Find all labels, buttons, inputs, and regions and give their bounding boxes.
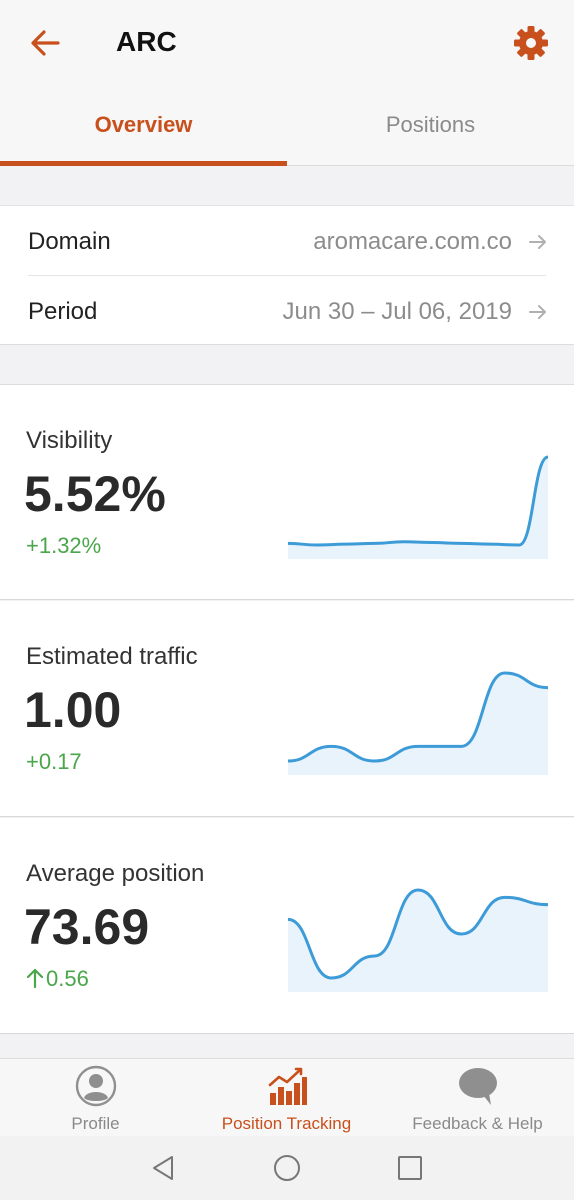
sparkline-line [288, 455, 548, 547]
gear-icon[interactable] [510, 22, 552, 64]
project-info-card: Domain aromacare.com.co Period Jun 30 – … [0, 205, 574, 345]
nav-label: Position Tracking [221, 1114, 352, 1133]
metric-change-value: 0.56 [46, 966, 89, 991]
metric-label: Average position [26, 860, 205, 887]
domain-row[interactable]: Domain aromacare.com.co [0, 206, 574, 276]
arrow-right-icon [529, 305, 546, 319]
metric-label: Estimated traffic [26, 643, 198, 670]
home-circle-icon[interactable] [273, 1154, 301, 1182]
tab-positions[interactable]: Positions [385, 112, 476, 137]
arrow-right-icon [529, 235, 546, 249]
sparkline-area [288, 890, 548, 992]
chart-bars-icon [268, 1067, 307, 1105]
period-label: Period [28, 298, 98, 325]
profile-icon [75, 1065, 116, 1107]
position-sparkline [288, 888, 548, 992]
arrow-up-icon [26, 968, 44, 989]
metric-value: 5.52% [24, 466, 166, 522]
period-row[interactable]: Period Jun 30 – Jul 06, 2019 [0, 276, 574, 346]
divider [28, 275, 546, 276]
bottom-navigation: Profile Position Tracking Feedback & Hel… [0, 1058, 574, 1136]
domain-value: aromacare.com.co [313, 228, 512, 255]
metric-change: +1.32% [26, 533, 101, 559]
metric-label: Visibility [26, 427, 113, 454]
back-triangle-icon[interactable] [150, 1154, 178, 1182]
metric-change: 0.56 [26, 966, 89, 992]
recents-square-icon[interactable] [396, 1154, 424, 1182]
nav-profile[interactable]: Profile [0, 1059, 191, 1137]
tab-overview[interactable]: Overview [94, 112, 193, 137]
visibility-sparkline [288, 455, 548, 559]
traffic-sparkline [288, 671, 548, 775]
sparkline-line [288, 671, 548, 763]
sparkline-area [288, 673, 548, 775]
metric-change-value: +0.17 [26, 749, 82, 774]
estimated-traffic-card[interactable]: Estimated traffic 1.00 +0.17 [0, 601, 574, 817]
metric-value: 1.00 [24, 682, 122, 738]
visibility-card[interactable]: Visibility 5.52% +1.32% [0, 384, 574, 600]
sparkline-area [288, 457, 548, 559]
sparkline-line [288, 888, 548, 980]
metric-change: +0.17 [26, 749, 82, 775]
system-navigation-bar [0, 1136, 574, 1200]
nav-label: Profile [71, 1114, 120, 1133]
metric-value: 73.69 [24, 899, 150, 955]
domain-label: Domain [28, 228, 111, 255]
chat-bubble-icon [458, 1068, 497, 1105]
active-tab-indicator [0, 161, 287, 166]
page-title: ARC [116, 26, 177, 57]
nav-label: Feedback & Help [412, 1114, 543, 1133]
nav-feedback-help[interactable]: Feedback & Help [382, 1059, 573, 1137]
app-header: ARC Overview Positions [0, 0, 574, 166]
nav-position-tracking[interactable]: Position Tracking [191, 1059, 382, 1137]
metric-change-value: +1.32% [26, 533, 102, 558]
average-position-card[interactable]: Average position 73.69 0.56 [0, 818, 574, 1034]
arrow-left-icon[interactable] [26, 24, 64, 62]
period-value: Jun 30 – Jul 06, 2019 [282, 298, 512, 325]
